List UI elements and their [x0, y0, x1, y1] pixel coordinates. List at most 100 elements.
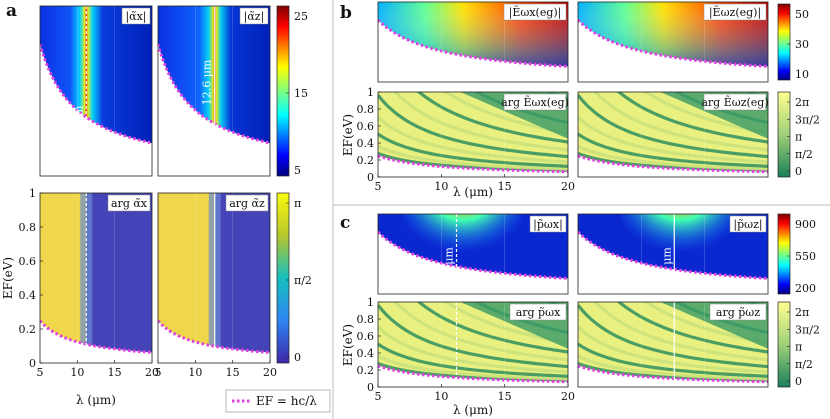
cutoff-line — [578, 230, 768, 280]
y-axis-label: EF(eV) — [1, 257, 15, 299]
colorbar-tick: 200 — [795, 282, 816, 295]
panel-title: arg α̃z — [229, 197, 265, 210]
x-tick-label: 10 — [434, 390, 448, 403]
y-tick-label: 0.8 — [357, 103, 375, 116]
colorbar-c-mag: 900 550 200 — [777, 213, 816, 295]
panel-c-mag-z: |p̃ωz| 12.6 μm — [577, 213, 769, 295]
colorbar-tick: 2π — [795, 306, 809, 319]
colorbar-tick: 30 — [795, 38, 809, 51]
x-tick-label: 10 — [434, 180, 448, 193]
x-tick-label: 5 — [155, 366, 162, 379]
y-tick-label: 0.2 — [19, 323, 37, 336]
colorbar-tick: 3π/2 — [795, 323, 820, 336]
colorbar-tick: 2π — [795, 96, 809, 109]
y-tick-label: 0.2 — [357, 364, 375, 377]
colorbar-tick: 5 — [294, 164, 301, 177]
panel-title: |p̃ωx| — [533, 218, 563, 232]
y-axis-label: EF(eV) — [341, 114, 355, 156]
panel-title: |α̃z| — [244, 10, 265, 24]
y-tick-label: 1 — [367, 86, 374, 99]
cutoff-line — [158, 319, 270, 354]
x-tick-label: 15 — [226, 366, 240, 379]
legend-label: EF = hc/λ — [256, 394, 317, 408]
colorbar-tick: 900 — [795, 218, 816, 231]
panel-a-phase-x: arg α̃x — [39, 192, 153, 364]
colorbar-tick: 25 — [294, 10, 308, 23]
x-tick-label: 5 — [375, 180, 382, 193]
x-tick-label: 15 — [498, 390, 512, 403]
panel-title: arg Ẽωx(eg) — [501, 95, 569, 109]
y-tick-label: 0.6 — [357, 120, 375, 133]
panel-c-phase-z: arg p̃ωz — [577, 301, 769, 388]
colorbar-tick: 50 — [795, 8, 809, 21]
panel-a-phase-z: arg α̃z — [157, 192, 271, 364]
y-tick-label: 0.2 — [357, 154, 375, 167]
panel-title: arg p̃ωx — [516, 306, 561, 319]
panel-a-mag-x: |α̃x| 11.2 μm — [39, 5, 153, 177]
x-tick-label: 20 — [145, 366, 159, 379]
panel-title: arg Ẽωz(eg) — [701, 95, 768, 109]
cutoff-line — [578, 18, 768, 68]
y-tick-label: 1 — [367, 296, 374, 309]
colorbar-tick: 0 — [795, 375, 802, 388]
panel-b-phase-x: arg Ẽωx(eg) — [377, 91, 569, 178]
cutoff-line — [378, 364, 568, 384]
x-tick-label: 5 — [375, 390, 382, 403]
panel-label-c: c — [340, 213, 350, 233]
colorbar-a-phase: π π/2 0 — [276, 192, 312, 364]
x-tick-label: 10 — [188, 366, 202, 379]
y-tick-label: 0 — [29, 357, 36, 370]
x-axis-label-b: λ (μm) — [453, 185, 493, 199]
y-tick-label: 0.8 — [19, 221, 37, 234]
cutoff-line — [40, 319, 152, 354]
panel-a-mag-z: |α̃z| 12.6 μm — [157, 5, 271, 177]
panel-b-mag-x: |Ẽωx(eg)| — [377, 1, 569, 83]
x-tick-label: 20 — [561, 180, 575, 193]
cutoff-line — [578, 364, 768, 384]
colorbar-tick: 550 — [795, 250, 816, 263]
x-tick-label: 15 — [498, 180, 512, 193]
legend: EF = hc/λ — [225, 389, 331, 413]
y-tick-label: 0.8 — [357, 313, 375, 326]
wavelength-annotation: 12.6 μm — [201, 59, 214, 105]
y-axis-label: EF(eV) — [341, 324, 355, 366]
colorbar-tick: π/2 — [795, 148, 813, 161]
x-tick-label: 5 — [37, 366, 44, 379]
y-tick-label: 1 — [29, 187, 36, 200]
x-axis-label-c: λ (μm) — [453, 403, 493, 417]
colorbar-tick: π — [795, 341, 802, 354]
colorbar-a-mag: 25 15 5 — [276, 5, 308, 177]
y-tick-label: 0.6 — [357, 330, 375, 343]
x-tick-label: 10 — [70, 366, 84, 379]
colorbar-tick: 3π/2 — [795, 113, 820, 126]
cutoff-line — [378, 154, 568, 174]
colorbar-tick: 15 — [294, 87, 308, 100]
panel-title: |p̃ωz| — [733, 218, 762, 232]
cutoff-line — [378, 18, 568, 68]
wavelength-annotation: 11.2 μm — [443, 247, 456, 293]
wavelength-annotation: 12.6 μm — [660, 247, 673, 293]
panel-title: arg α̃x — [111, 197, 148, 210]
panel-c-mag-x: |p̃ωx| 11.2 μm — [377, 213, 569, 295]
panel-c-phase-x: arg p̃ωx — [377, 301, 569, 388]
colorbar-b-mag: 50 30 10 — [777, 3, 809, 81]
y-tick-label: 0.4 — [357, 137, 375, 150]
panel-label-b: b — [340, 3, 352, 23]
colorbar-b-phase: 2π 3π/2 π π/2 0 — [777, 91, 820, 178]
colorbar-tick: π/2 — [294, 274, 312, 287]
colorbar-tick: 0 — [294, 351, 301, 364]
colorbar-tick: π — [795, 131, 802, 144]
panel-title: |Ẽωx(eg)| — [509, 5, 562, 20]
x-tick-label: 20 — [561, 390, 575, 403]
colorbar-tick: π — [294, 197, 301, 210]
y-tick-label: 0.6 — [19, 255, 37, 268]
colorbar-tick: 0 — [795, 165, 802, 178]
colorbar-tick: 10 — [795, 68, 809, 81]
panel-b-phase-z: arg Ẽωz(eg) — [577, 91, 769, 178]
y-tick-label: 0.4 — [19, 289, 37, 302]
x-tick-label: 15 — [108, 366, 122, 379]
y-tick-label: 0 — [367, 381, 374, 394]
panel-title: arg p̃ωz — [716, 306, 760, 319]
y-tick-label: 0 — [367, 171, 374, 184]
x-axis-label-a: λ (μm) — [76, 393, 116, 407]
